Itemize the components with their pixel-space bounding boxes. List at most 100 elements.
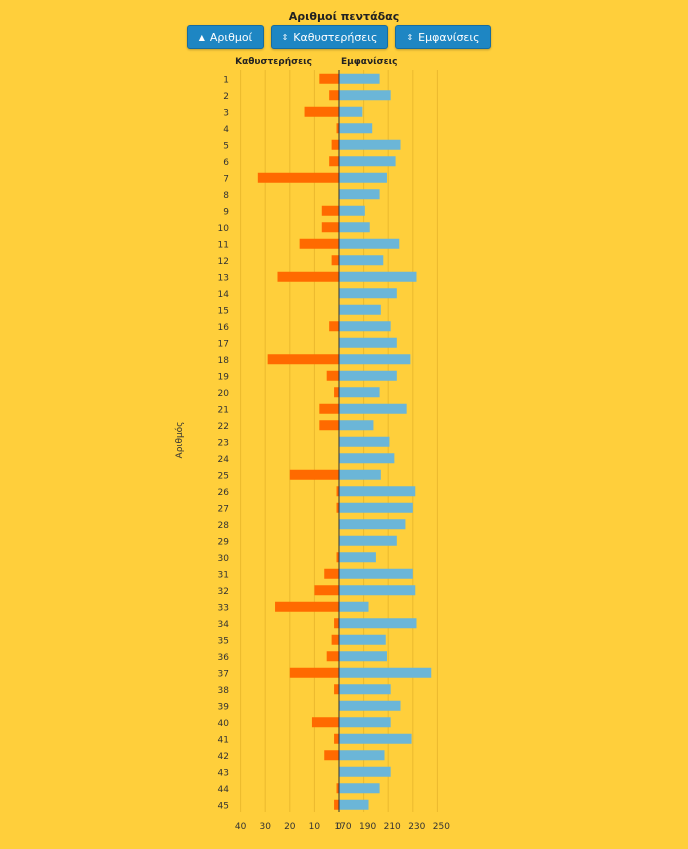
appearance-bar	[339, 304, 381, 315]
sort-toggle-icon: ⇕	[281, 33, 289, 42]
delay-bar	[334, 618, 339, 629]
category-label: 7	[223, 174, 229, 184]
appearance-bar	[339, 403, 407, 414]
delay-bar	[321, 222, 339, 233]
delay-bar	[331, 139, 339, 150]
sort-numbers-label: Αριθμοί	[209, 31, 253, 44]
appearance-bar	[339, 238, 400, 249]
appearance-bar	[339, 601, 369, 612]
category-label: 39	[218, 702, 230, 712]
appearance-bar	[339, 271, 417, 282]
left-tick-label: 0	[336, 822, 342, 832]
category-label: 23	[218, 438, 229, 448]
right-tick-label: 230	[408, 822, 425, 832]
delay-bar	[334, 733, 339, 744]
right-tick-label: 210	[384, 822, 401, 832]
category-label: 13	[218, 273, 229, 283]
delay-bar	[299, 238, 339, 249]
right-tick-label: 250	[433, 822, 450, 832]
delay-bar	[334, 387, 339, 398]
left-tick-label: 20	[284, 822, 296, 832]
delay-bar	[324, 568, 339, 579]
delay-bar	[336, 123, 339, 134]
sort-numbers-button[interactable]: ▲ Αριθμοί	[187, 25, 264, 49]
appearance-bar	[339, 733, 412, 744]
appearance-bar	[339, 370, 397, 381]
appearance-bar	[339, 73, 380, 84]
appearance-bar	[339, 717, 391, 728]
delay-bar	[321, 205, 339, 216]
sort-toolbar: ▲ Αριθμοί ⇕ Καθυστερήσεις ⇕ Εμφανίσεις	[0, 25, 688, 51]
category-label: 12	[218, 257, 229, 267]
delay-bar	[289, 469, 339, 480]
category-label: 5	[223, 141, 229, 151]
appearance-bar	[339, 222, 370, 233]
appearance-bar	[339, 535, 397, 546]
category-label: 38	[218, 686, 230, 696]
left-tick-label: 30	[259, 822, 271, 832]
right-tick-label: 190	[359, 822, 376, 832]
appearance-bar	[339, 486, 416, 497]
category-label: 43	[218, 768, 229, 778]
category-label: 19	[218, 372, 230, 382]
category-label: 6	[223, 158, 229, 168]
category-label: 40	[218, 719, 230, 729]
category-label: 25	[218, 471, 229, 481]
delay-bar	[334, 799, 339, 810]
appearance-bar	[339, 123, 373, 134]
delay-bar	[331, 255, 339, 266]
category-label: 8	[223, 191, 229, 201]
appearance-bar	[339, 453, 395, 464]
appearance-bar	[339, 469, 381, 480]
category-label: 33	[218, 603, 229, 613]
delay-bar	[329, 156, 339, 167]
delay-bar	[277, 271, 339, 282]
appearance-bar	[339, 585, 416, 596]
category-label: 24	[218, 455, 230, 465]
delay-bar	[311, 717, 339, 728]
appearance-bar	[339, 288, 397, 299]
appearance-bar	[339, 618, 417, 629]
delay-bar	[336, 502, 339, 513]
category-label: 22	[218, 422, 229, 432]
delay-bar	[329, 321, 339, 332]
category-label: 28	[218, 521, 230, 531]
delay-bar	[329, 90, 339, 101]
category-label: 9	[223, 207, 229, 217]
delay-bar	[314, 585, 339, 596]
sort-ascending-icon: ▲	[198, 33, 205, 42]
category-label: 45	[218, 801, 229, 811]
category-label: 3	[223, 108, 229, 118]
chart-title: Αριθμοί πεντάδας	[288, 10, 400, 23]
appearance-bar	[339, 205, 365, 216]
appearance-bar	[339, 766, 391, 777]
y-axis-label: Αριθμός	[174, 422, 185, 459]
delay-bar	[319, 420, 339, 431]
appearance-bar	[339, 502, 413, 513]
sort-delays-button[interactable]: ⇕ Καθυστερήσεις	[271, 25, 388, 49]
category-label: 20	[218, 389, 230, 399]
delay-bar	[326, 651, 339, 662]
delay-bar	[289, 667, 339, 678]
delay-bar	[324, 750, 339, 761]
category-label: 17	[218, 339, 229, 349]
delay-bar	[275, 601, 339, 612]
category-label: 36	[218, 653, 230, 663]
appearance-bar	[339, 651, 387, 662]
sort-appearances-button[interactable]: ⇕ Εμφανίσεις	[395, 25, 491, 49]
appearance-bar	[339, 799, 369, 810]
appearance-bar	[339, 106, 363, 117]
delay-bar	[267, 354, 339, 365]
appearance-bar	[339, 519, 406, 530]
category-label: 30	[218, 554, 230, 564]
category-label: 42	[218, 752, 229, 762]
right-axis-header: Εμφανίσεις	[341, 56, 398, 67]
appearance-bar	[339, 634, 386, 645]
category-label: 32	[218, 587, 229, 597]
left-axis-header: Καθυστερήσεις	[235, 57, 312, 67]
delay-bar	[326, 370, 339, 381]
appearance-bar	[339, 387, 380, 398]
appearance-bar	[339, 684, 391, 695]
appearance-bar	[339, 783, 380, 794]
